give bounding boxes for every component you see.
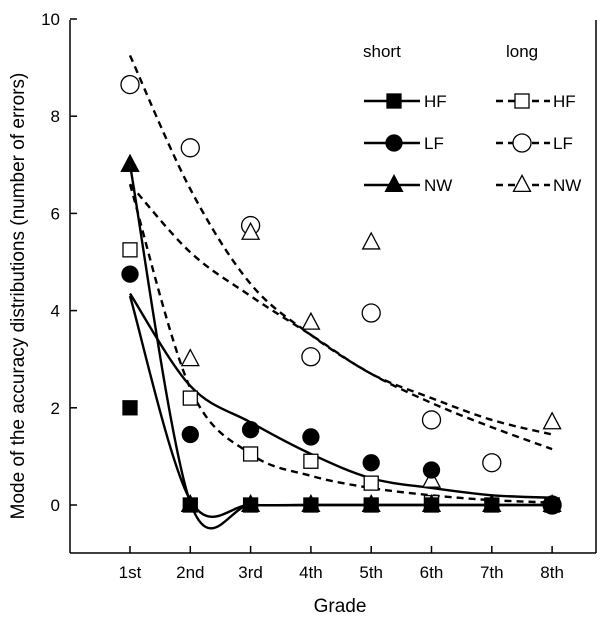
- legend-label-short-nw: NW: [424, 176, 452, 195]
- legend-marker-short-lf: [385, 134, 403, 152]
- fit-curve-short-nw: [128, 164, 553, 530]
- point-long-nw: [180, 348, 200, 367]
- legend-label-long-nw: NW: [553, 176, 581, 195]
- point-short-nw: [421, 494, 442, 513]
- x-tick-label: 3rd: [238, 563, 263, 582]
- point-long-hf: [122, 242, 138, 258]
- x-tick-label: 1st: [119, 563, 142, 582]
- point-long-nw: [301, 311, 321, 330]
- point-short-lf: [422, 461, 441, 479]
- y-axis-label: Mode of the accuracy distributions (numb…: [8, 73, 29, 520]
- legend: short long HF LF NW HF LF NW: [363, 42, 581, 195]
- legend-label-short-hf: HF: [424, 92, 447, 111]
- point-long-nw: [421, 469, 442, 488]
- fit-curve-long-nw: [129, 183, 553, 436]
- point-short-hf: [122, 400, 138, 416]
- x-tick-label: 8th: [540, 563, 564, 582]
- legend-label-long-hf: HF: [553, 92, 576, 111]
- point-long-lf: [301, 347, 321, 367]
- point-long-hf: [303, 453, 319, 469]
- x-axis-label: Grade: [314, 596, 367, 617]
- point-long-lf: [482, 453, 502, 473]
- fit-curve-long-lf: [128, 54, 553, 451]
- point-short-nw: [180, 494, 200, 513]
- fit-curve-long-hf: [128, 183, 553, 504]
- y-tick-label: 2: [51, 399, 60, 418]
- legend-label-long-lf: LF: [553, 134, 573, 153]
- y-tick-label: 8: [51, 107, 60, 126]
- point-long-lf: [180, 138, 200, 158]
- y-tick-label: 10: [41, 10, 60, 29]
- point-short-nw: [120, 153, 140, 172]
- point-short-nw: [482, 494, 502, 513]
- point-short-lf: [181, 425, 199, 444]
- x-tick-label: 4th: [299, 563, 323, 582]
- x-tick-label: 2nd: [176, 563, 204, 582]
- legend-marker-short-nw: [384, 174, 404, 193]
- point-short-nw: [241, 494, 261, 513]
- point-long-hf: [242, 446, 259, 462]
- x-tick-label: 7th: [480, 563, 504, 582]
- point-long-lf: [120, 74, 140, 95]
- legend-marker-long-hf: [514, 93, 530, 109]
- point-short-nw: [361, 494, 381, 513]
- y-tick-label: 6: [51, 204, 60, 223]
- point-short-nw: [301, 494, 321, 513]
- plot-axes: [69, 20, 597, 554]
- point-long-nw: [361, 231, 381, 250]
- legend-header-long: long: [506, 42, 538, 61]
- point-long-hf: [363, 475, 379, 491]
- y-ticks: 0 2 4 6 8 10: [41, 10, 77, 515]
- y-tick-label: 4: [51, 302, 60, 321]
- y-tick-label: 0: [51, 496, 60, 515]
- x-tick-label: 6th: [420, 563, 444, 582]
- legend-header-short: short: [363, 42, 401, 61]
- point-long-lf: [421, 410, 442, 430]
- point-short-nw: [542, 494, 562, 513]
- point-long-nw: [542, 411, 562, 430]
- legend-marker-short-hf: [386, 93, 402, 109]
- point-short-lf: [241, 421, 260, 439]
- point-short-lf: [121, 265, 139, 283]
- legend-marker-long-nw: [512, 174, 532, 193]
- x-ticks: 1st 2nd 3rd 4th 5th 6th 7th 8th: [119, 546, 564, 582]
- x-tick-label: 5th: [359, 563, 383, 582]
- point-long-nw: [241, 221, 261, 240]
- data-points: [120, 74, 562, 515]
- point-short-lf: [362, 454, 380, 472]
- point-long-lf: [361, 303, 381, 323]
- legend-marker-long-lf: [512, 133, 532, 153]
- legend-label-short-lf: LF: [424, 134, 444, 153]
- point-long-hf: [182, 390, 198, 406]
- point-short-lf: [302, 428, 320, 446]
